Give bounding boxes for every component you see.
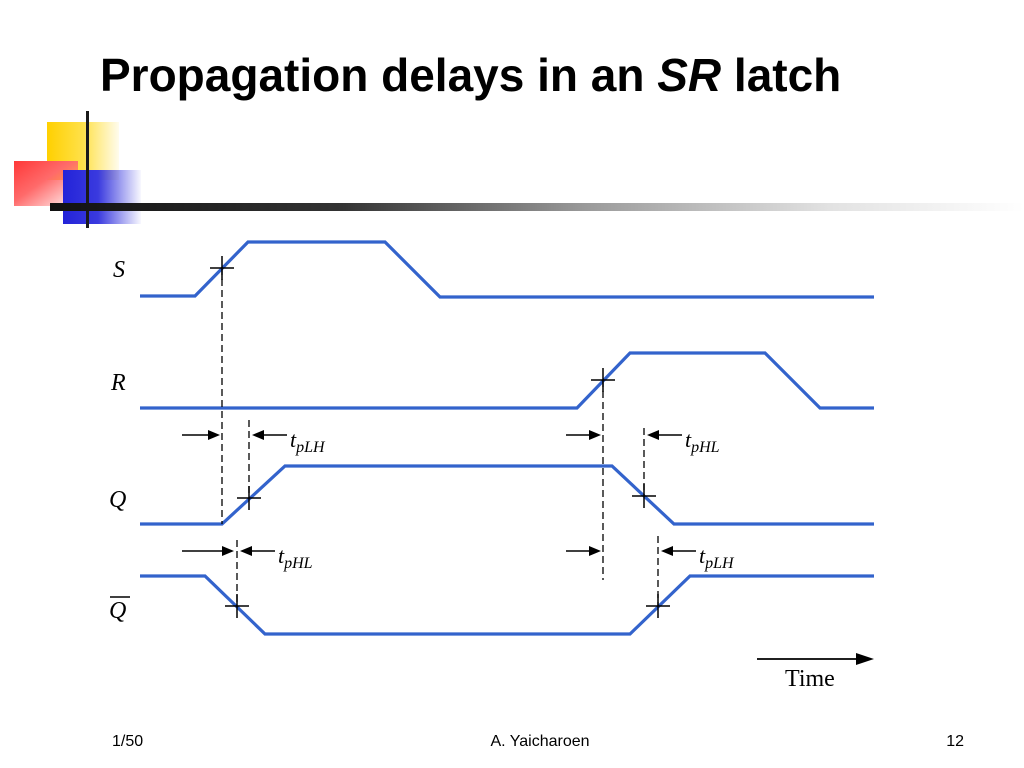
waveform-r [140, 351, 874, 410]
decor-blue-square [63, 170, 141, 224]
title-prefix: Propagation delays in an [100, 49, 658, 101]
decor-vertical-line [86, 111, 89, 228]
signal-label-s: S [113, 257, 125, 283]
title-suffix: latch [721, 49, 842, 101]
decor-horizontal-rule [50, 203, 1024, 211]
delay-arrows [182, 430, 696, 556]
signal-label-q: Q [109, 487, 126, 513]
delay-label-tplh-q: tpLH [290, 427, 326, 456]
footer-page-count: 1/50 [112, 733, 144, 750]
waveform-s [140, 240, 874, 299]
footer-author: A. Yaicharoen [490, 733, 590, 750]
delay-label-tphl-q: tpHL [685, 427, 720, 456]
slide-title: Propagation delays in an SR latch [100, 52, 841, 98]
delay-label-tphl-qbar: tpHL [278, 543, 313, 572]
signal-label-r: R [110, 370, 126, 396]
crossing-marks [210, 256, 670, 618]
time-arrow-head-icon [856, 653, 874, 665]
time-axis-label: Time [785, 666, 835, 692]
signal-label-q-bar: Q [109, 598, 126, 624]
title-emph: SR [657, 49, 722, 101]
waveform-q [140, 464, 874, 526]
waveform-q-bar [140, 574, 874, 636]
delay-label-tplh-qbar: tpLH [699, 543, 735, 572]
footer-slide-number: 12 [946, 733, 964, 750]
